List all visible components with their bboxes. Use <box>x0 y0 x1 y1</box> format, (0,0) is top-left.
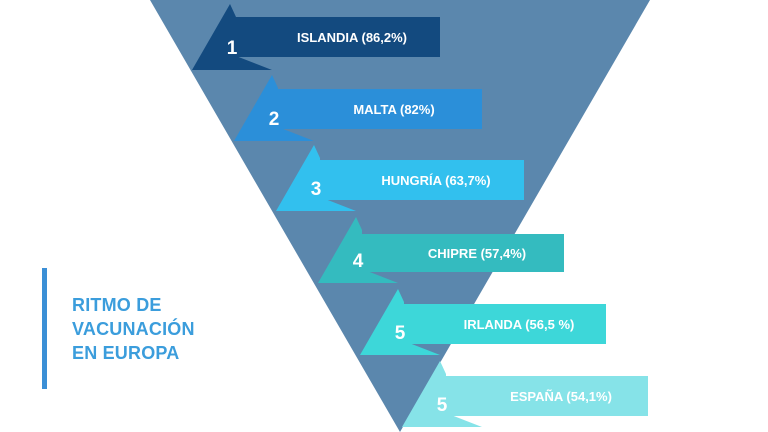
ranking-ribbon <box>236 17 440 57</box>
ranking-arrow-head <box>318 217 398 283</box>
ranking-number: 5 <box>395 323 406 344</box>
ranking-ribbon <box>404 304 606 344</box>
ranking-arrow-head <box>192 4 272 70</box>
ranking-ribbon <box>278 89 482 129</box>
ranking-number: 1 <box>227 38 238 59</box>
ranking-ribbon <box>446 376 648 416</box>
ranking-label: ISLANDIA (86,2%) <box>297 30 407 45</box>
title-line-3: EN EUROPA <box>72 343 180 363</box>
ranking-label: HUNGRÍA (63,7%) <box>381 173 490 188</box>
ranking-number: 5 <box>437 395 448 416</box>
page-title: RITMO DE VACUNACIÓN EN EUROPA <box>72 293 272 365</box>
ranking-item: 5 ESPAÑA (54,1%) <box>402 361 648 427</box>
ranking-item: 2 MALTA (82%) <box>234 75 482 141</box>
ranking-ribbon <box>320 160 524 200</box>
title-line-1: RITMO DE <box>72 295 162 315</box>
ranking-arrow-head <box>360 289 440 355</box>
ranking-arrow-head <box>234 75 314 141</box>
ranking-label: CHIPRE (57,4%) <box>428 246 526 261</box>
ranking-label: IRLANDA (56,5 %) <box>464 317 575 332</box>
ranking-item: 3 HUNGRÍA (63,7%) <box>276 145 524 211</box>
ranking-ribbon <box>362 234 564 272</box>
title-accent-bar <box>42 268 47 389</box>
ranking-item: 4 CHIPRE (57,4%) <box>318 217 564 283</box>
ranking-number: 2 <box>269 109 280 130</box>
ranking-label: MALTA (82%) <box>353 102 434 117</box>
ranking-item: 1 ISLANDIA (86,2%) <box>192 4 440 70</box>
ranking-item: 5 IRLANDA (56,5 %) <box>360 289 606 355</box>
ranking-number: 3 <box>311 179 322 200</box>
ranking-arrow-head <box>402 361 482 427</box>
ranking-label: ESPAÑA (54,1%) <box>510 389 612 404</box>
ranking-arrow-head <box>276 145 356 211</box>
ranking-number: 4 <box>353 251 364 272</box>
title-line-2: VACUNACIÓN <box>72 319 195 339</box>
